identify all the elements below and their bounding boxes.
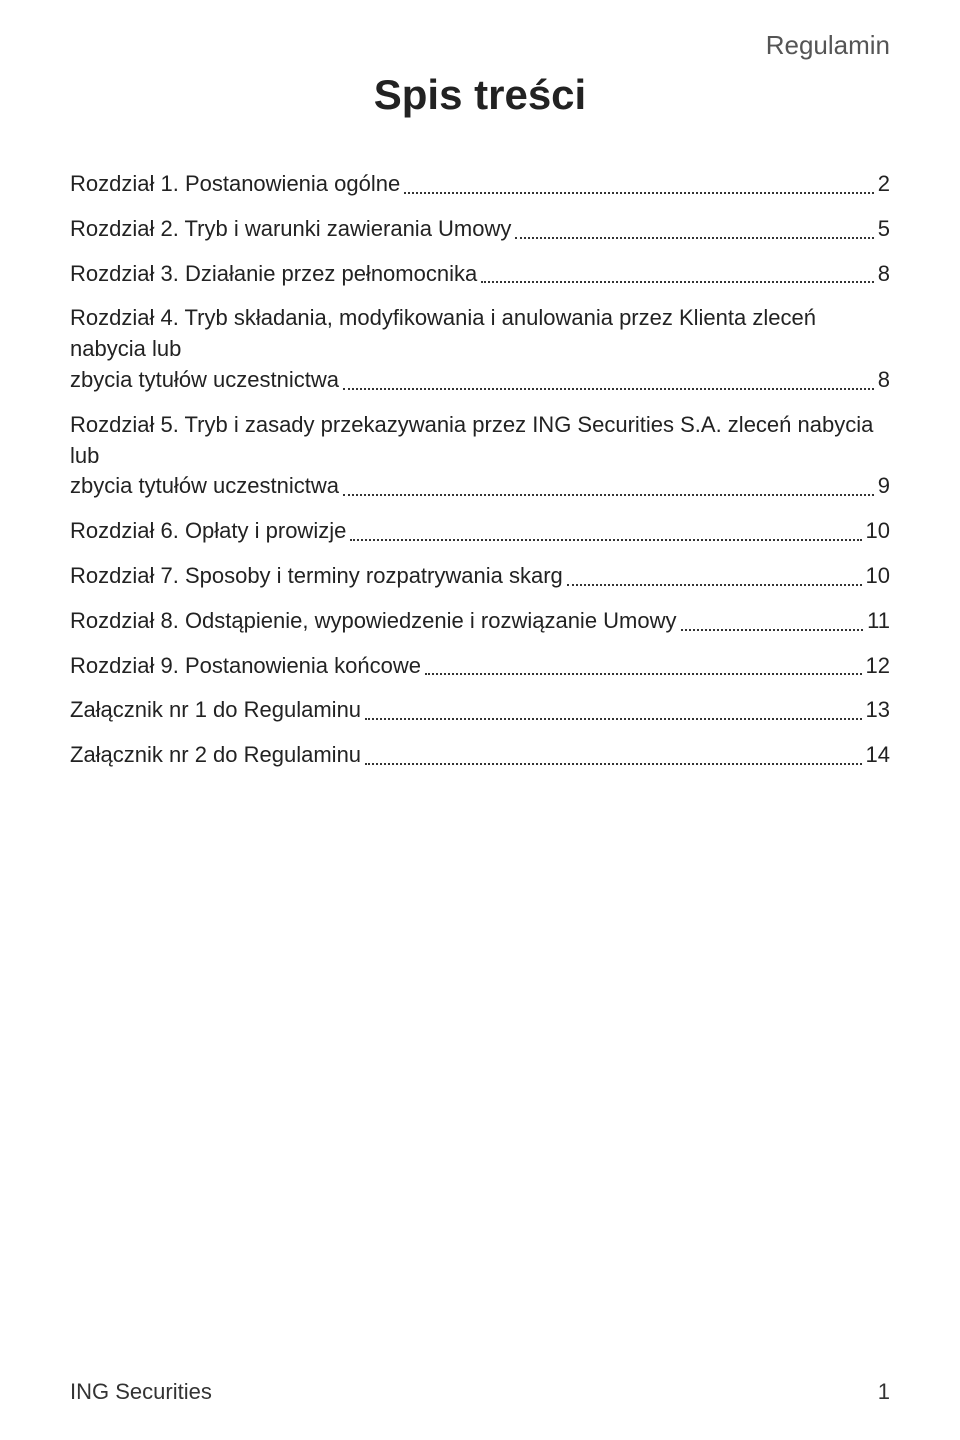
document-page: Regulamin Spis treści Rozdział 1. Postan… <box>0 0 960 1440</box>
table-of-contents: Rozdział 1. Postanowienia ogólne2Rozdzia… <box>70 169 890 771</box>
toc-entry: Rozdział 1. Postanowienia ogólne 2 <box>70 169 890 200</box>
page-title: Spis treści <box>70 71 890 119</box>
section-label: Regulamin <box>70 30 890 61</box>
toc-label: Rozdział 8. Odstąpienie, wypowiedzenie i… <box>70 606 677 637</box>
toc-label: Rozdział 7. Sposoby i terminy rozpatrywa… <box>70 561 563 592</box>
toc-label-line2: zbycia tytułów uczestnictwa <box>70 365 339 396</box>
toc-page-number: 12 <box>866 651 890 682</box>
toc-label-line1: Rozdział 5. Tryb i zasady przekazywania … <box>70 410 890 472</box>
toc-label-line1: Rozdział 4. Tryb składania, modyfikowani… <box>70 303 890 365</box>
toc-leader-dots <box>425 673 862 675</box>
toc-entry: Rozdział 2. Tryb i warunki zawierania Um… <box>70 214 890 245</box>
toc-entry: Rozdział 8. Odstąpienie, wypowiedzenie i… <box>70 606 890 637</box>
footer-page-number: 1 <box>878 1379 890 1405</box>
toc-entry: Rozdział 6. Opłaty i prowizje 10 <box>70 516 890 547</box>
toc-page-number: 11 <box>867 606 890 637</box>
toc-leader-dots <box>567 584 862 586</box>
toc-entry: Załącznik nr 1 do Regulaminu 13 <box>70 695 890 726</box>
toc-leader-dots <box>515 237 873 239</box>
toc-page-number: 10 <box>866 516 890 547</box>
toc-leader-dots <box>681 629 864 631</box>
toc-label-line2: zbycia tytułów uczestnictwa <box>70 471 339 502</box>
toc-entry: Rozdział 9. Postanowienia końcowe 12 <box>70 651 890 682</box>
toc-leader-dots <box>343 494 874 496</box>
toc-entry: Rozdział 7. Sposoby i terminy rozpatrywa… <box>70 561 890 592</box>
toc-leader-dots <box>365 763 861 765</box>
toc-page-number: 2 <box>878 169 890 200</box>
toc-label: Rozdział 2. Tryb i warunki zawierania Um… <box>70 214 511 245</box>
toc-page-number: 10 <box>866 561 890 592</box>
toc-leader-dots <box>365 718 861 720</box>
footer-left: ING Securities <box>70 1379 212 1405</box>
toc-label: Rozdział 9. Postanowienia końcowe <box>70 651 421 682</box>
toc-leader-dots <box>343 388 874 390</box>
toc-label: Załącznik nr 1 do Regulaminu <box>70 695 361 726</box>
toc-entry: Rozdział 5. Tryb i zasady przekazywania … <box>70 410 890 502</box>
toc-label: Rozdział 3. Działanie przez pełnomocnika <box>70 259 477 290</box>
toc-page-number: 14 <box>866 740 890 771</box>
page-footer: ING Securities 1 <box>70 1379 890 1405</box>
toc-leader-dots <box>481 281 874 283</box>
toc-entry: Rozdział 4. Tryb składania, modyfikowani… <box>70 303 890 395</box>
toc-page-number: 5 <box>878 214 890 245</box>
toc-leader-dots <box>404 192 874 194</box>
toc-page-number: 13 <box>866 695 890 726</box>
toc-label: Rozdział 1. Postanowienia ogólne <box>70 169 400 200</box>
toc-leader-dots <box>350 539 861 541</box>
toc-label: Rozdział 6. Opłaty i prowizje <box>70 516 346 547</box>
toc-page-number: 8 <box>878 259 890 290</box>
toc-page-number: 8 <box>878 365 890 396</box>
toc-page-number: 9 <box>878 471 890 502</box>
toc-entry: Rozdział 3. Działanie przez pełnomocnika… <box>70 259 890 290</box>
toc-label: Załącznik nr 2 do Regulaminu <box>70 740 361 771</box>
toc-entry: Załącznik nr 2 do Regulaminu 14 <box>70 740 890 771</box>
